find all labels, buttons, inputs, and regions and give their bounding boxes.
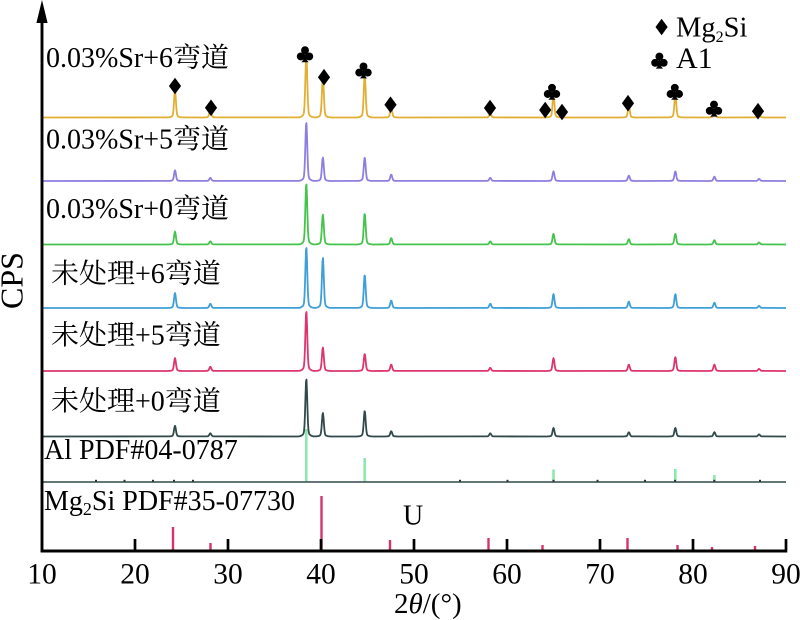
svg-text:U: U xyxy=(403,501,423,532)
svg-text:0.03%Sr+6: 0.03%Sr+6 xyxy=(46,43,173,74)
svg-text:2θ/(°): 2θ/(°) xyxy=(394,588,462,620)
svg-text:60: 60 xyxy=(492,559,522,591)
svg-text:Mg2Si PDF#35-07730: Mg2Si PDF#35-07730 xyxy=(44,486,295,519)
svg-text:50: 50 xyxy=(399,559,429,591)
svg-text:70: 70 xyxy=(585,559,615,591)
svg-text:A1: A1 xyxy=(676,42,713,75)
svg-text:20: 20 xyxy=(120,559,150,591)
svg-text:Al PDF#04-0787: Al PDF#04-0787 xyxy=(44,435,238,466)
svg-text:10: 10 xyxy=(27,559,57,591)
svg-text:+6: +6 xyxy=(135,259,165,290)
svg-text:80: 80 xyxy=(678,559,708,591)
svg-text:40: 40 xyxy=(306,559,336,591)
svg-text:0.03%Sr+0: 0.03%Sr+0 xyxy=(46,194,173,225)
svg-text:+0: +0 xyxy=(135,387,165,418)
svg-text:Mg2Si: Mg2Si xyxy=(676,13,747,47)
svg-text:0.03%Sr+5: 0.03%Sr+5 xyxy=(46,125,173,156)
svg-text:90: 90 xyxy=(771,559,800,591)
svg-text:CPS: CPS xyxy=(0,252,30,309)
svg-text:30: 30 xyxy=(213,559,243,591)
svg-text:+5: +5 xyxy=(135,321,165,352)
